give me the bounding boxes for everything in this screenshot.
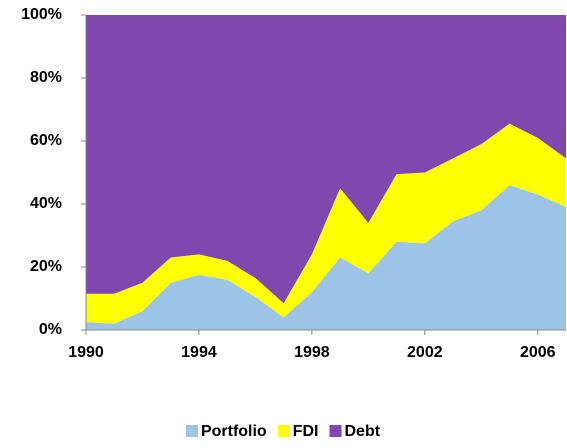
y-tick-label: 100% (21, 6, 62, 23)
area (86, 15, 566, 304)
y-tick-label: 60% (30, 132, 62, 149)
x-tick-label: 1990 (68, 344, 104, 361)
x-tick-label: 1994 (181, 344, 217, 361)
area (86, 123, 566, 324)
legend-swatch (185, 425, 198, 437)
legend-label: Debt (344, 423, 380, 440)
x-tick-label: 2006 (520, 344, 556, 361)
legend-swatch (329, 425, 342, 437)
legend-label: Portfolio (201, 423, 267, 440)
y-tick-label: 40% (30, 195, 62, 212)
area (86, 185, 566, 330)
x-tick-label: 2002 (407, 344, 443, 361)
legend-swatch (277, 425, 290, 437)
y-tick-label: 20% (30, 258, 62, 275)
y-tick-label: 80% (30, 69, 62, 86)
legend-label: FDI (293, 423, 319, 440)
y-tick-label: 0% (39, 321, 62, 338)
x-tick-label: 1998 (294, 344, 330, 361)
